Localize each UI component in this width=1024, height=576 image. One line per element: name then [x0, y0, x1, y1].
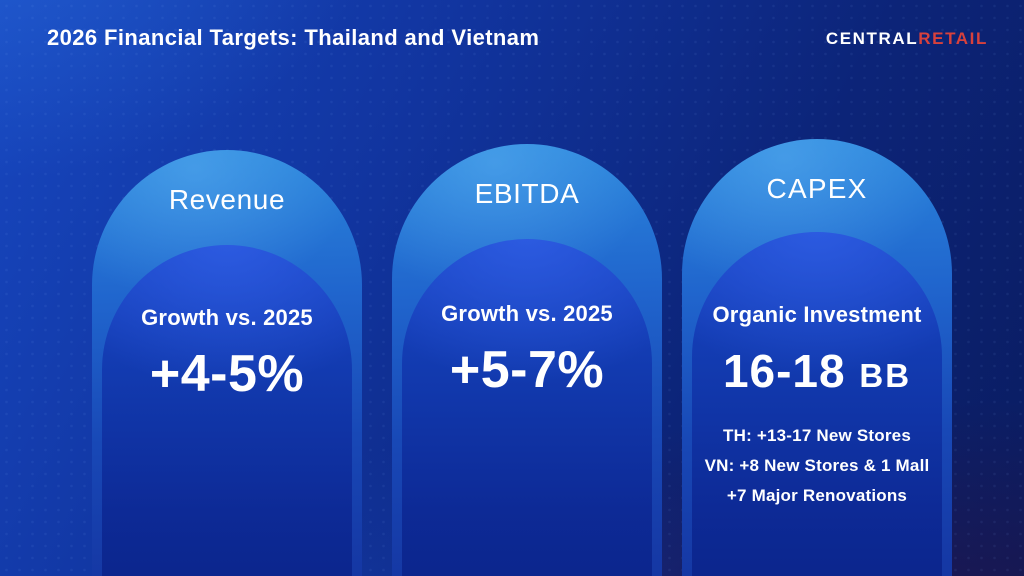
page-title: 2026 Financial Targets: Thailand and Vie…	[47, 25, 540, 50]
capex-metric-value: 16-18 BB	[692, 340, 942, 407]
capex-metric-unit: BB	[859, 357, 912, 394]
capex-detail-th: TH: +13-17 New Stores	[723, 426, 911, 445]
revenue-metric-value-text: +4-5%	[149, 345, 305, 403]
card-ebitda: EBITDA Growth vs. 2025 +5-7%	[392, 144, 662, 576]
card-capex: CAPEX Organic Investment 16-18 BB TH: +1…	[682, 139, 952, 576]
card-capex-body: Organic Investment 16-18 BB TH: +13-17 N…	[692, 232, 942, 576]
card-capex-title: CAPEX	[766, 173, 868, 204]
revenue-metric-label: Growth vs. 2025	[141, 305, 313, 330]
capex-metric-value-text: 16-18	[722, 345, 846, 397]
card-revenue: Revenue Growth vs. 2025 +4-5%	[92, 150, 362, 576]
card-ebitda-title: EBITDA	[474, 178, 580, 209]
ebitda-metric-value-text: +5-7%	[449, 341, 605, 399]
capex-metric-label: Organic Investment	[712, 302, 922, 327]
capex-detail-renovations: +7 Major Renovations	[726, 486, 908, 505]
card-revenue-body: Growth vs. 2025 +4-5%	[102, 245, 352, 576]
logo-text-central: CENTRAL	[825, 29, 919, 48]
logo-text-retail: RETAIL	[918, 29, 988, 48]
ebitda-metric-label: Growth vs. 2025	[441, 301, 613, 326]
revenue-metric-value: +4-5%	[102, 343, 352, 405]
card-revenue-title: Revenue	[168, 184, 286, 215]
ebitda-metric-value: +5-7%	[402, 339, 652, 401]
central-retail-logo: CENTRALRETAIL	[826, 29, 988, 49]
card-ebitda-body: Growth vs. 2025 +5-7%	[402, 239, 652, 576]
capex-detail-vn: VN: +8 New Stores & 1 Mall	[704, 456, 930, 475]
capex-details: TH: +13-17 New Stores VN: +8 New Stores …	[692, 421, 942, 511]
